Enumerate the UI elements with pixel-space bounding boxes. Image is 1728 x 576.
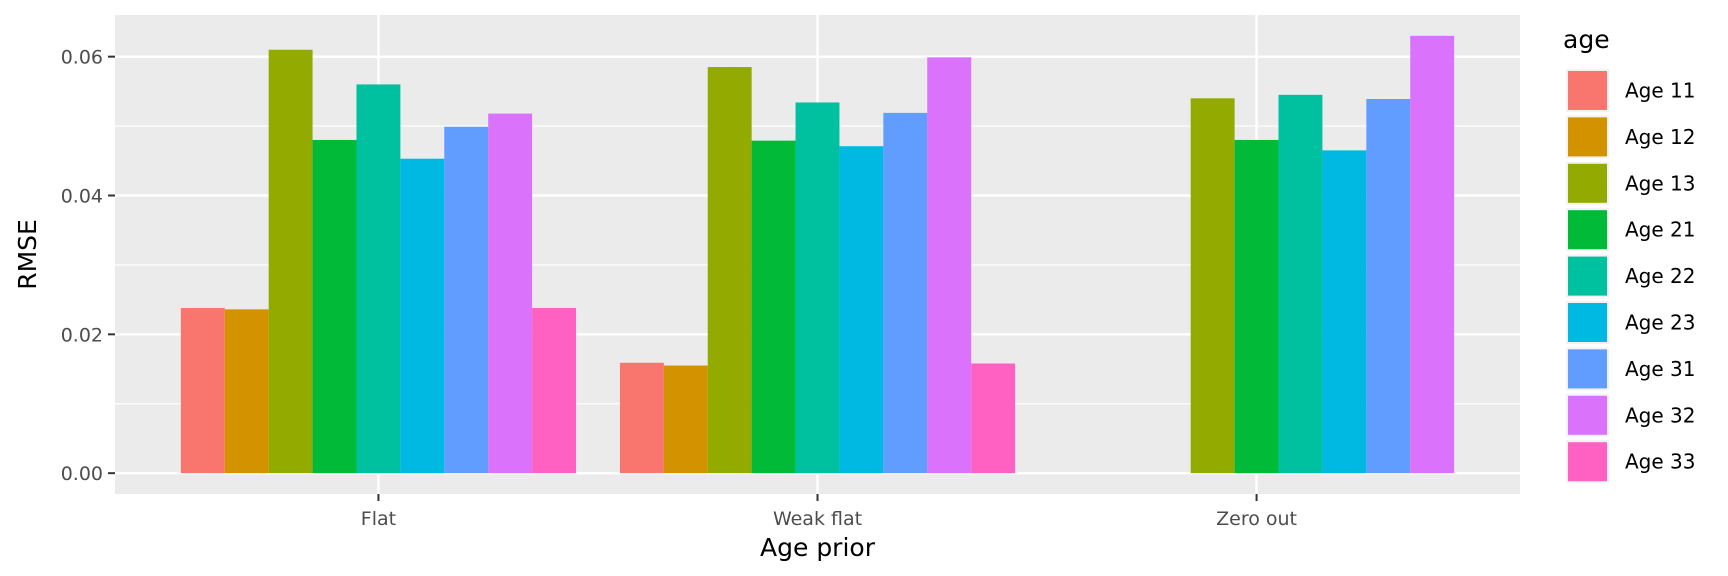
legend-key — [1568, 349, 1607, 389]
bar — [1234, 139, 1279, 474]
legend-label: Age 32 — [1625, 403, 1696, 427]
legend-key — [1568, 71, 1607, 110]
legend-title: age — [1563, 25, 1610, 54]
y-axis: 0.00 0.02 0.04 0.06 — [61, 47, 115, 485]
bar — [488, 113, 533, 474]
bar — [971, 363, 1016, 474]
bar — [707, 67, 752, 474]
x-axis: Flat Weak flat Zero out — [361, 494, 1297, 530]
legend-key — [1568, 210, 1607, 250]
bar — [927, 57, 972, 474]
x-tick-label: Weak flat — [773, 508, 862, 530]
y-tick-label: 0.02 — [61, 324, 103, 346]
legend-label: Age 33 — [1625, 450, 1696, 474]
legend-label: Age 13 — [1625, 171, 1696, 195]
bar — [356, 84, 401, 474]
legend-label: Age 12 — [1625, 125, 1696, 149]
bar — [751, 140, 796, 474]
legend-key — [1568, 442, 1607, 482]
legend: age Age 11 Age 12 Age 13 Age 21 Age 22 Age 23… — [1563, 25, 1696, 484]
bar — [1278, 94, 1323, 474]
x-tick-label: Zero out — [1216, 508, 1297, 530]
y-tick-label: 0.06 — [61, 47, 103, 69]
bar — [839, 146, 884, 474]
bar — [1366, 98, 1411, 474]
bar — [312, 139, 357, 474]
bar — [224, 309, 269, 474]
bars — [180, 35, 1455, 474]
bar — [795, 102, 840, 474]
bar — [444, 126, 489, 474]
legend-key — [1568, 163, 1607, 203]
bar — [1322, 150, 1367, 474]
bar — [1410, 35, 1455, 474]
legend-key — [1568, 256, 1607, 296]
legend-label: Age 11 — [1625, 79, 1696, 103]
legend-key — [1568, 395, 1607, 435]
legend-label: Age 23 — [1625, 311, 1696, 335]
bar — [180, 307, 225, 474]
legend-label: Age 31 — [1625, 357, 1696, 381]
legend-label: Age 21 — [1625, 218, 1696, 242]
y-tick-label: 0.00 — [61, 463, 103, 485]
bar — [268, 49, 313, 474]
bar — [663, 365, 708, 474]
x-axis-title: Age prior — [760, 533, 876, 562]
bar — [532, 307, 577, 474]
legend-key — [1568, 303, 1607, 342]
bar — [883, 112, 928, 474]
bar — [619, 362, 664, 474]
y-axis-title: RMSE — [13, 219, 42, 290]
x-tick-label: Flat — [361, 508, 396, 530]
bar — [1190, 98, 1235, 474]
legend-key — [1568, 117, 1607, 157]
y-tick-label: 0.04 — [61, 185, 103, 207]
bar — [400, 158, 445, 474]
legend-label: Age 22 — [1625, 264, 1696, 288]
